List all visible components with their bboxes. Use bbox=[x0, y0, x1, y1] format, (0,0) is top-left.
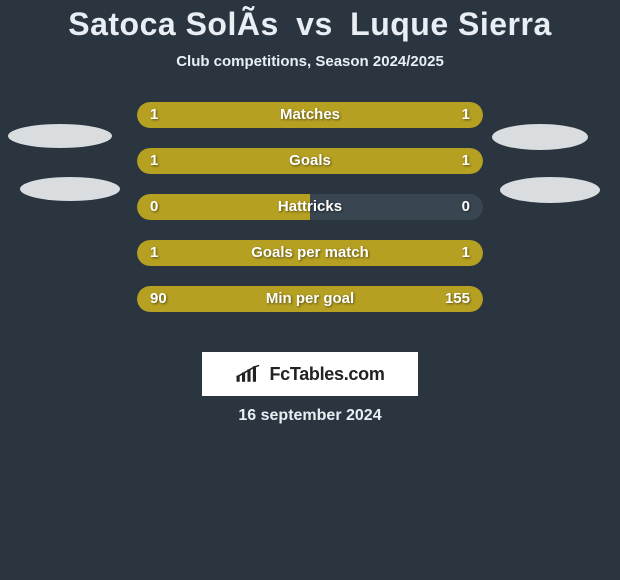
decorative-ellipse bbox=[500, 177, 600, 203]
comparison-title: Satoca SolÃ­s vs Luque Sierra bbox=[0, 0, 620, 43]
chart-bars-icon bbox=[235, 364, 263, 384]
player1-name: Satoca SolÃ­s bbox=[68, 6, 279, 42]
footer-date: 16 september 2024 bbox=[0, 407, 620, 425]
stat-row: 11Goals per match bbox=[0, 240, 620, 266]
subtitle: Club competitions, Season 2024/2025 bbox=[0, 53, 620, 70]
stat-label: Matches bbox=[137, 102, 483, 128]
decorative-ellipse bbox=[8, 124, 112, 148]
stat-label: Min per goal bbox=[137, 286, 483, 312]
stat-row: 11Goals bbox=[0, 148, 620, 174]
stat-label: Hattricks bbox=[137, 194, 483, 220]
decorative-ellipse bbox=[20, 177, 120, 201]
brand-text: FcTables.com bbox=[269, 364, 384, 385]
vs-separator: vs bbox=[296, 6, 333, 42]
brand-logo: FcTables.com bbox=[202, 352, 418, 396]
stat-row: 90155Min per goal bbox=[0, 286, 620, 312]
stat-label: Goals per match bbox=[137, 240, 483, 266]
player2-name: Luque Sierra bbox=[350, 6, 552, 42]
stat-label: Goals bbox=[137, 148, 483, 174]
decorative-ellipse bbox=[492, 124, 588, 150]
